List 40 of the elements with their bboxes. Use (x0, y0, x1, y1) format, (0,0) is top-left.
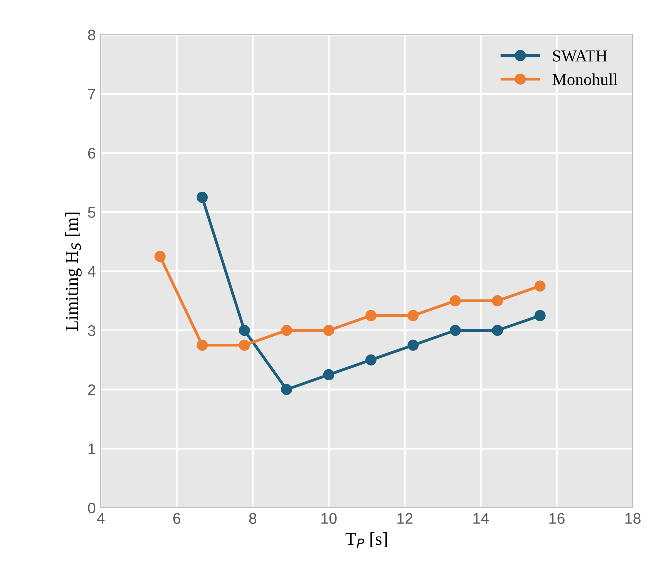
x-tick-label: 6 (174, 513, 181, 524)
legend-label: Monohull (552, 74, 618, 86)
point (408, 340, 419, 351)
y-tick-label: 3 (88, 325, 96, 336)
x-tick-label: 14 (474, 513, 490, 524)
y-tick-label: 8 (88, 30, 96, 41)
x-tick-label: 18 (626, 513, 641, 524)
point (366, 310, 377, 322)
y-tick-label: 0 (88, 502, 96, 514)
x-axis-title: T$_{P}$ [s] (346, 532, 388, 548)
point (450, 325, 462, 336)
point (366, 354, 377, 366)
point (239, 325, 250, 336)
x-tick-label: 4 (97, 513, 105, 524)
point (323, 369, 335, 381)
point (492, 296, 504, 307)
point (492, 325, 504, 336)
point (450, 296, 462, 307)
point (196, 340, 208, 351)
y-tick-label: 5 (88, 207, 96, 218)
point (534, 310, 546, 322)
x-tick-label: 10 (322, 513, 337, 524)
point (323, 325, 335, 336)
y-tick-label: 1 (88, 444, 96, 454)
legend-label: SWATH (553, 50, 608, 62)
point (281, 325, 292, 336)
x-tick-label: 16 (550, 513, 565, 524)
x-tick-label: 12 (398, 513, 413, 524)
point (154, 251, 166, 262)
point (239, 340, 250, 351)
x-tick-label: 8 (249, 513, 257, 524)
y-tick-label: 7 (88, 89, 96, 100)
y-tick-label: 4 (88, 266, 96, 278)
point (281, 384, 292, 396)
y-tick-label: 6 (88, 148, 96, 159)
point (408, 310, 419, 322)
point (534, 280, 546, 292)
point (196, 192, 208, 204)
y-axis-title: Limiting H$_{S}$ [m] (65, 212, 82, 332)
y-tick-label: 2 (88, 384, 96, 396)
